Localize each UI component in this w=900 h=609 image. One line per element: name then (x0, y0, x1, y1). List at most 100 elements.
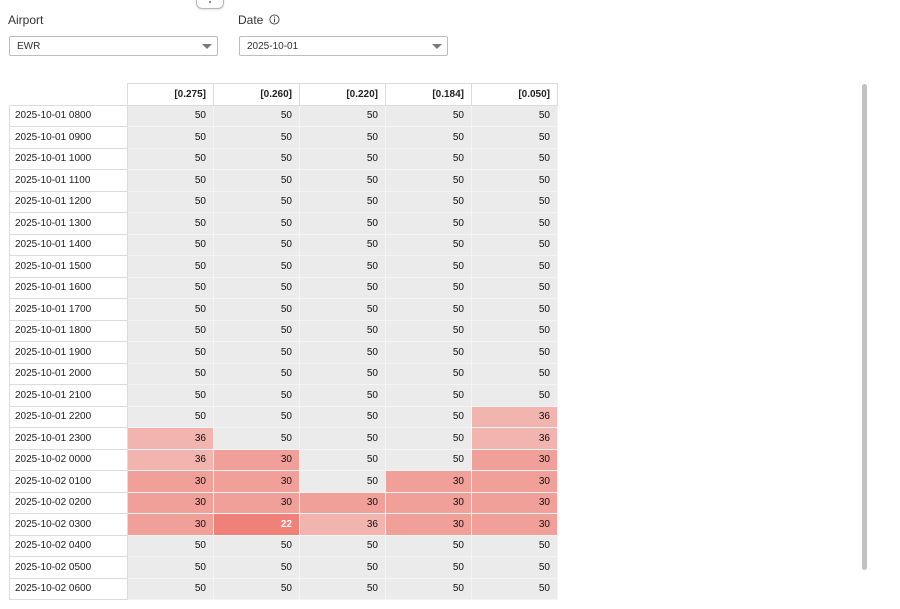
table-cell: 36 (127, 448, 214, 471)
table-row: 2025-10-01 1100 50 50 50 50 50 (9, 169, 558, 192)
table-row: 2025-10-01 1200 50 50 50 50 50 (9, 190, 558, 213)
table-row: 2025-10-01 1000 50 50 50 50 50 (9, 147, 558, 170)
table-cell: 50 (213, 233, 300, 256)
table-cell: 50 (213, 427, 300, 450)
table-row: 2025-10-01 0800 50 50 50 50 50 (9, 104, 558, 127)
table-cell: 50 (213, 298, 300, 321)
table-row: 2025-10-01 2200 50 50 50 50 36 (9, 405, 558, 428)
row-label: 2025-10-01 1800 (9, 319, 128, 342)
table-cell: 50 (213, 534, 300, 557)
table-row: 2025-10-01 1300 50 50 50 50 50 (9, 212, 558, 235)
table-cell: 50 (299, 255, 386, 278)
capacity-table: [0.275] [0.260] [0.220] [0.184] [0.050] 2025… (9, 83, 558, 600)
table-cell: 50 (213, 362, 300, 385)
table-row: 2025-10-01 2300 36 50 50 50 36 (9, 427, 558, 450)
row-label: 2025-10-01 2200 (9, 405, 128, 428)
date-select[interactable]: 2025-10-01 (239, 36, 448, 56)
table-cell: 30 (471, 470, 558, 493)
column-header: [0.260] (213, 83, 300, 106)
table-cell: 50 (213, 147, 300, 170)
table-cell: 50 (299, 319, 386, 342)
chevron-down-icon (432, 44, 442, 49)
table-cell: 50 (471, 212, 558, 235)
table-row: 2025-10-01 1400 50 50 50 50 50 (9, 233, 558, 256)
table-cell: 50 (213, 341, 300, 364)
table-cell: 50 (299, 427, 386, 450)
table-cell: 30 (471, 448, 558, 471)
table-cell: 50 (127, 126, 214, 149)
table-cell: 50 (127, 319, 214, 342)
table-row: 2025-10-02 0600 50 50 50 50 50 (9, 577, 558, 600)
column-header: [0.275] (127, 83, 214, 106)
table-row: 2025-10-02 0500 50 50 50 50 50 (9, 556, 558, 579)
table-cell: 50 (127, 405, 214, 428)
row-label: 2025-10-02 0600 (9, 577, 128, 600)
info-icon[interactable] (269, 14, 280, 25)
date-label: Date (238, 13, 264, 27)
table-cell: 36 (299, 513, 386, 536)
table-cell: 50 (471, 341, 558, 364)
table-row: 2025-10-01 1500 50 50 50 50 50 (9, 255, 558, 278)
table-cell: 50 (299, 276, 386, 299)
table-cell: 50 (299, 147, 386, 170)
airport-label: Airport (8, 13, 44, 27)
table-cell: 50 (299, 341, 386, 364)
table-cell: 50 (385, 147, 472, 170)
table-cell: 30 (127, 491, 214, 514)
table-cell: 50 (385, 534, 472, 557)
row-label: 2025-10-01 2100 (9, 384, 128, 407)
table-cell: 50 (299, 556, 386, 579)
table-cell: 50 (213, 126, 300, 149)
table-cell: 50 (471, 104, 558, 127)
table-cell: 50 (127, 534, 214, 557)
table-cell: 30 (299, 491, 386, 514)
table-cell: 50 (213, 577, 300, 600)
table-cell: 50 (299, 448, 386, 471)
table-cell: 50 (127, 255, 214, 278)
row-label: 2025-10-01 0800 (9, 104, 128, 127)
table-cell: 50 (299, 470, 386, 493)
table-cell: 50 (299, 298, 386, 321)
table-cell: 50 (385, 319, 472, 342)
row-label: 2025-10-02 0400 (9, 534, 128, 557)
table-cell: 50 (471, 577, 558, 600)
scrollbar-thumb[interactable] (862, 84, 867, 570)
table-cell: 50 (385, 448, 472, 471)
table-cell: 36 (471, 405, 558, 428)
table-cell: 50 (471, 298, 558, 321)
column-header: [0.050] (471, 83, 558, 106)
table-cell: 50 (213, 255, 300, 278)
capacity-table-container: [0.275] [0.260] [0.220] [0.184] [0.050] 2025… (9, 83, 558, 600)
table-cell: 50 (299, 190, 386, 213)
table-row: 2025-10-01 1800 50 50 50 50 50 (9, 319, 558, 342)
airport-select[interactable]: EWR (9, 36, 218, 56)
table-cell: 50 (385, 233, 472, 256)
table-cell: 50 (385, 190, 472, 213)
row-label: 2025-10-01 1100 (9, 169, 128, 192)
table-cell: 50 (127, 298, 214, 321)
table-cell: 50 (385, 341, 472, 364)
table-row: 2025-10-02 0200 30 30 30 30 30 (9, 491, 558, 514)
table-row: 2025-10-02 0300 30 22 36 30 30 (9, 513, 558, 536)
table-row: 2025-10-02 0100 30 30 50 30 30 (9, 470, 558, 493)
column-header: [0.220] (299, 83, 386, 106)
table-cell: 30 (127, 513, 214, 536)
table-cell: 36 (471, 427, 558, 450)
table-cell: 50 (213, 319, 300, 342)
date-select-value: 2025-10-01 (247, 41, 299, 52)
table-cell: 50 (385, 276, 472, 299)
table-cell: 50 (471, 534, 558, 557)
table-row: 2025-10-01 0900 50 50 50 50 50 (9, 126, 558, 149)
table-cell: 50 (127, 233, 214, 256)
row-label: 2025-10-02 0000 (9, 448, 128, 471)
table-cell: 50 (299, 362, 386, 385)
table-cell: 50 (213, 104, 300, 127)
table-body: 2025-10-01 0800 50 50 50 50 50 2025-10-01 0900… (9, 104, 558, 600)
row-label: 2025-10-01 1000 (9, 147, 128, 170)
table-cell: 50 (213, 169, 300, 192)
table-cell: 30 (385, 513, 472, 536)
vertical-scrollbar[interactable] (862, 84, 869, 570)
table-row: 2025-10-02 0000 36 30 50 50 30 (9, 448, 558, 471)
collapse-handle[interactable] (196, 0, 224, 9)
row-label: 2025-10-01 1300 (9, 212, 128, 235)
